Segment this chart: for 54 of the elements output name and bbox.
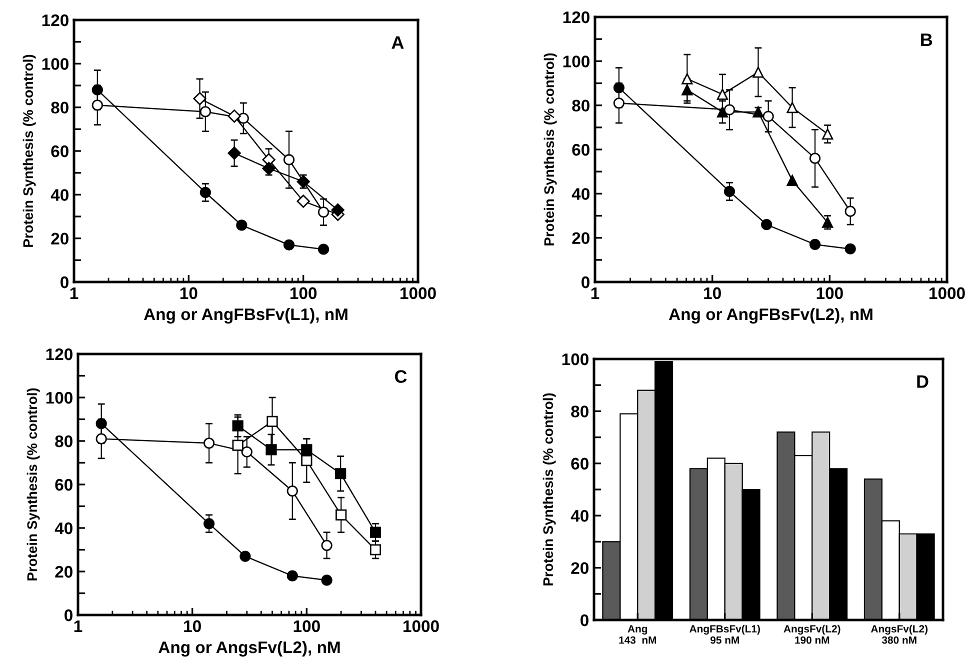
x-tick-label: AngsFv(L2) 380 nM (870, 624, 928, 644)
y-tick-label: 60 (571, 458, 588, 470)
x-tick-label: AngFBsFv(L1) 95 nM (690, 624, 760, 644)
y-tick-label: 60 (572, 144, 590, 156)
x-tick-label: 1 (74, 620, 82, 632)
y-tick-label: 0 (580, 614, 588, 626)
y-tick-label: 100 (42, 58, 68, 70)
y-tick-label: 40 (54, 522, 72, 534)
y-axis-title: Protein Synthesis (% control) (542, 393, 556, 586)
y-tick-label: 0 (64, 609, 72, 622)
y-tick-label: 20 (572, 232, 590, 244)
y-tick-label: 100 (563, 56, 590, 68)
x-tick-label: Ang 143 nM (619, 625, 656, 644)
x-axis-title: Ang or AngsFv(L2), nM (158, 640, 340, 657)
y-tick-label: 20 (571, 562, 588, 574)
x-tick-label: 100 (294, 620, 320, 632)
x-tick-label: 100 (816, 287, 843, 300)
y-tick-label: 0 (582, 276, 590, 288)
y-tick-label: 80 (571, 406, 588, 418)
y-tick-label: 100 (46, 392, 72, 404)
x-tick-label: 1000 (400, 287, 436, 300)
x-tick-label: 1000 (404, 620, 439, 632)
y-tick-label: 40 (572, 188, 590, 200)
y-tick-label: 60 (51, 145, 68, 158)
x-tick-label: 10 (180, 287, 198, 300)
y-tick-label: 0 (60, 276, 68, 288)
y-tick-label: 120 (42, 14, 68, 26)
annotation: B (921, 34, 932, 46)
x-axis-title: Ang or AngFBsFv(L2), nM (668, 308, 872, 324)
x-axis-title: Ang or AngFBsFv(L1), nM (144, 308, 348, 324)
y-tick-label: 40 (50, 189, 68, 201)
y-axis-title: Protein Synthesis (% control) (22, 54, 36, 247)
annotation: A (392, 36, 404, 49)
x-tick-label: 1 (591, 287, 600, 299)
y-tick-label: 20 (55, 566, 72, 578)
y-tick-label: 80 (572, 100, 590, 112)
y-axis-title: Protein Synthesis (% control) (26, 388, 40, 580)
x-tick-label: 1 (70, 287, 78, 299)
y-tick-label: 20 (51, 232, 68, 245)
x-tick-label: AngsFv(L2) 190 nM (784, 624, 840, 644)
y-axis-title: Protein Synthesis (% control) (544, 53, 557, 246)
x-tick-label: 10 (184, 620, 201, 632)
x-tick-label: 1000 (930, 287, 965, 300)
x-tick-label: 10 (704, 287, 721, 300)
y-tick-label: 120 (563, 11, 590, 24)
y-tick-label: 100 (562, 353, 588, 366)
y-tick-label: 60 (55, 478, 72, 491)
annotation: D (917, 375, 928, 388)
annotation: C (394, 370, 407, 383)
x-tick-label: 100 (290, 287, 317, 300)
y-tick-label: 120 (46, 348, 72, 360)
y-tick-label: 80 (51, 102, 68, 114)
y-tick-label: 40 (570, 510, 588, 522)
y-tick-label: 80 (55, 435, 72, 448)
